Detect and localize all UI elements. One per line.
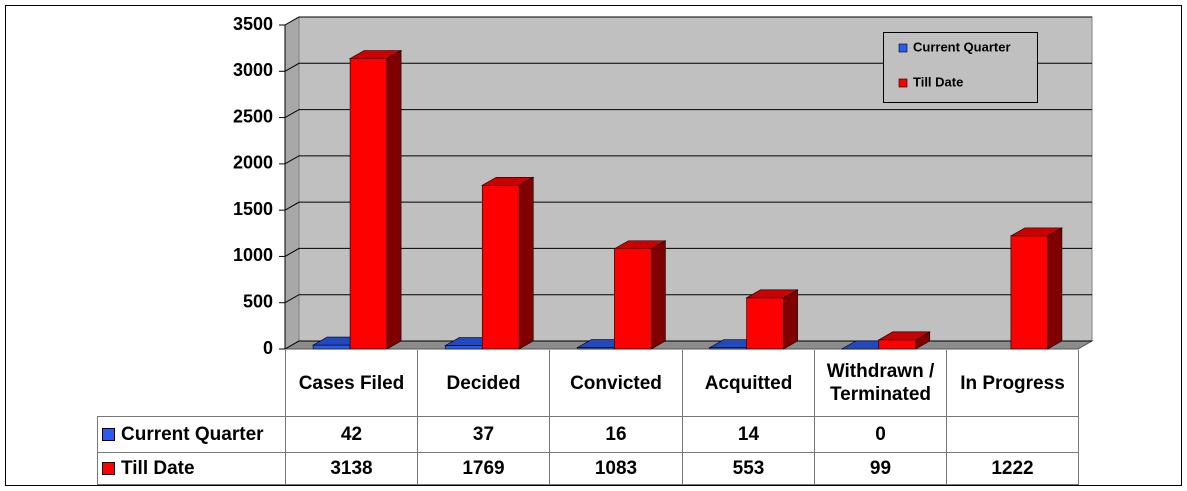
category-label: Cases Filed (285, 350, 418, 417)
bar-top (613, 240, 667, 250)
bar-top (877, 331, 931, 341)
y-tick-label: 3500 (233, 14, 273, 34)
bar-front (481, 184, 520, 350)
y-tick-label: 500 (243, 291, 273, 311)
y-tick-label: 0 (263, 338, 273, 358)
grid-line (284, 109, 1092, 119)
grid-line (284, 340, 1092, 350)
y-tick-label: 3000 (233, 60, 273, 80)
legend-marker (898, 43, 908, 53)
bar (745, 289, 799, 350)
row-label: Till Date (97, 452, 286, 485)
legend-key (102, 462, 115, 475)
grid-line (284, 16, 1092, 26)
table-value (946, 416, 1079, 453)
table-value: 16 (549, 416, 683, 453)
grid-line (284, 247, 1092, 257)
bar-top (481, 176, 535, 186)
legend-label: Till Date (913, 74, 963, 89)
table-value: 99 (814, 452, 947, 485)
table-value: 42 (285, 416, 418, 453)
y-tick-label: 2500 (233, 106, 273, 126)
table-value: 1769 (417, 452, 550, 485)
y-tick-label: 2000 (233, 153, 273, 173)
grid-line (284, 201, 1092, 211)
table-value: 14 (682, 416, 815, 453)
table-value: 3138 (285, 452, 418, 485)
category-label: Withdrawn / Terminated (814, 350, 947, 417)
bar-side (386, 49, 402, 350)
legend-label: Current Quarter (913, 39, 1011, 54)
bar-front (312, 344, 351, 350)
bar-front (349, 58, 388, 350)
table-value: 1222 (946, 452, 1079, 485)
bar-side (651, 240, 666, 350)
table-value: 0 (814, 416, 947, 453)
legend-box (883, 32, 1038, 103)
bar-side (1047, 227, 1063, 350)
bar-side (518, 176, 534, 350)
legend-marker (898, 78, 908, 88)
category-label: Decided (417, 350, 550, 417)
bar-front (1010, 235, 1049, 350)
y-tick-label: 1500 (233, 199, 273, 219)
bar-front (614, 248, 652, 350)
bar-side (783, 289, 798, 350)
bar (481, 176, 535, 350)
row-label-text: Till Date (121, 458, 195, 479)
bar-front (878, 339, 917, 350)
table-value: 37 (417, 416, 550, 453)
bar (348, 49, 403, 350)
category-label: Convicted (549, 350, 683, 417)
floor (283, 340, 1094, 350)
grid-line (284, 294, 1092, 304)
bar-front (444, 345, 483, 350)
bar (877, 331, 931, 350)
legend-key (102, 428, 115, 441)
grid-line (284, 62, 1092, 72)
bar-front (746, 297, 784, 350)
table-value: 553 (682, 452, 815, 485)
bar (1009, 227, 1064, 350)
row-label-text: Current Quarter (121, 424, 264, 445)
row-label: Current Quarter (97, 416, 286, 453)
category-label: Acquitted (682, 350, 815, 417)
bar-top (1009, 227, 1064, 237)
y-tick-label: 1000 (233, 245, 273, 265)
bar (613, 240, 667, 350)
grid-line (284, 155, 1092, 165)
bar-top (745, 289, 799, 299)
table-value: 1083 (549, 452, 683, 485)
category-label: In Progress (946, 350, 1079, 417)
bar-top (348, 50, 403, 59)
